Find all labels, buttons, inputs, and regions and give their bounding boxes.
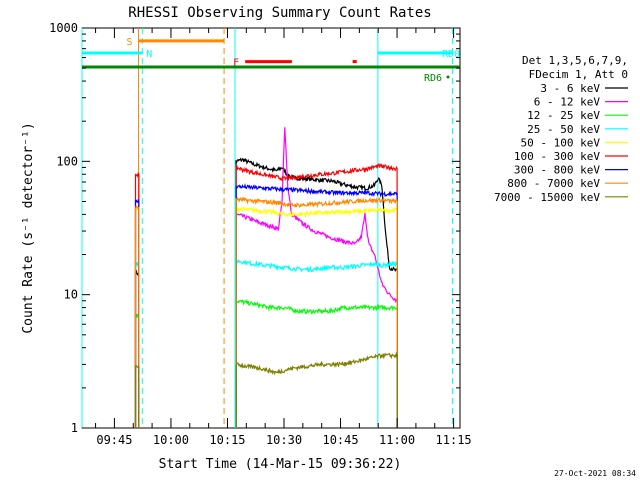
series-3-segment-2 bbox=[235, 298, 398, 428]
series-7-segment-2 bbox=[235, 182, 398, 428]
legend-label-1: 3 - 6 keV bbox=[540, 82, 600, 95]
legend-label-5: 50 - 100 keV bbox=[521, 136, 601, 149]
x-tick-label-0945: 09:45 bbox=[96, 433, 132, 447]
x-tick-label-1030: 10:30 bbox=[266, 433, 302, 447]
series-6-segment-1 bbox=[134, 171, 140, 428]
x-axis-label: Start Time (14-Mar-15 09:36:22) bbox=[159, 457, 402, 472]
x-tick-label-1015: 10:15 bbox=[209, 433, 245, 447]
y-tick-label-100: 100 bbox=[56, 154, 78, 168]
x-tick-label-1100: 11:00 bbox=[379, 433, 415, 447]
legend-label-7: 300 - 800 keV bbox=[514, 164, 600, 177]
x-tick-label-1000: 10:00 bbox=[153, 433, 189, 447]
legend-label-8: 800 - 7000 keV bbox=[507, 177, 600, 190]
annotation-dot-RD6 bbox=[446, 75, 450, 79]
annotation-label-F: F bbox=[233, 58, 239, 69]
y-axis-label: Count Rate (s⁻¹ detector⁻¹) bbox=[21, 122, 36, 333]
series-1-segment-2 bbox=[235, 157, 398, 428]
annotation-label-RD6: RD6 bbox=[424, 73, 442, 84]
legend-label-9: 7000 - 15000 keV bbox=[494, 191, 600, 204]
legend: Det 1,3,5,6,7,9, FDecim 1, Att 0 3 - 6 k… bbox=[494, 54, 628, 204]
legend-header-1: Det 1,3,5,6,7,9, bbox=[522, 54, 628, 67]
y-tick-label-1000: 1000 bbox=[49, 21, 78, 35]
legend-label-4: 25 - 50 keV bbox=[527, 123, 600, 136]
y-tick-label-1: 1 bbox=[71, 421, 78, 435]
series-9-segment-2 bbox=[235, 351, 398, 428]
axis-layer: 1 10 100 1000 09:45 10:00 10:15 10:30 10:45 11:00… bbox=[49, 21, 472, 447]
series-9-segment-1 bbox=[134, 364, 140, 428]
x-tick-label-1045: 10:45 bbox=[322, 433, 358, 447]
series-8-segment-1 bbox=[134, 205, 140, 428]
timestamp: 27-Oct-2021 08:34 bbox=[554, 469, 636, 478]
legend-label-2: 6 - 12 keV bbox=[534, 96, 601, 109]
series-layer bbox=[134, 127, 398, 428]
series-2-segment-2 bbox=[235, 127, 398, 428]
series-7-segment-1 bbox=[134, 198, 140, 428]
annotation-label-N: N bbox=[146, 49, 152, 60]
series-8-segment-2 bbox=[235, 196, 398, 428]
y-tick-label-10: 10 bbox=[64, 288, 78, 302]
annotation-label-RD0: RD0 bbox=[442, 49, 460, 60]
series-5-segment-2 bbox=[235, 206, 398, 428]
annotation-layer: S N F RD0 RD6 bbox=[82, 37, 460, 84]
legend-label-3: 12 - 25 keV bbox=[527, 109, 600, 122]
annotation-label-S: S bbox=[127, 37, 133, 48]
chart-title: RHESSI Observing Summary Count Rates bbox=[128, 5, 431, 21]
series-4-segment-2 bbox=[235, 258, 398, 428]
legend-label-6: 100 - 300 keV bbox=[514, 150, 600, 163]
legend-header-2: FDecim 1, Att 0 bbox=[529, 68, 628, 81]
series-6-segment-2 bbox=[235, 162, 398, 428]
x-tick-label-1115: 11:15 bbox=[436, 433, 472, 447]
